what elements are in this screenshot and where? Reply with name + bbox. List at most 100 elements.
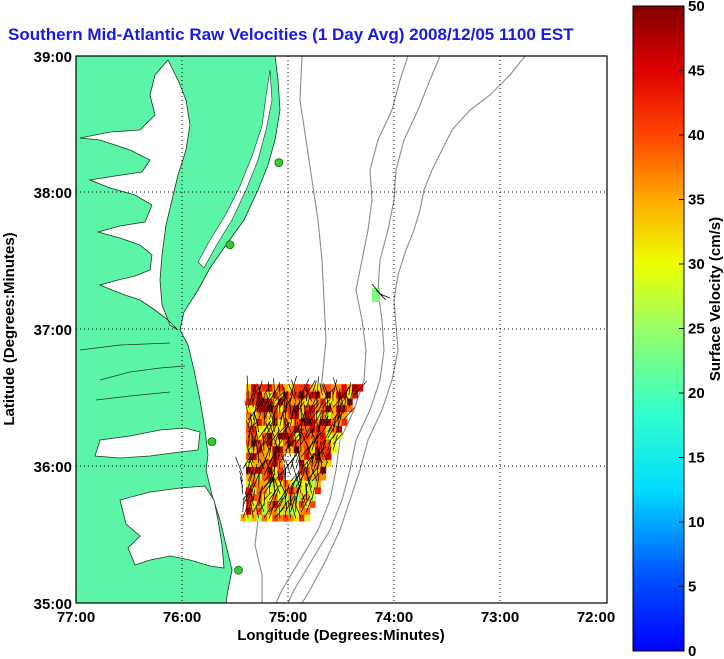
velocity-cell	[245, 466, 252, 474]
velocity-vector	[323, 383, 329, 396]
velocity-cell	[288, 425, 295, 433]
velocity-vector	[278, 401, 281, 414]
velocity-vector	[283, 414, 286, 426]
y-tick-label: 38:00	[34, 185, 72, 202]
velocity-vector	[258, 485, 263, 500]
velocity-cell	[272, 418, 279, 426]
velocity-cell	[293, 404, 300, 413]
barrier-lagoon	[197, 69, 273, 269]
velocity-vector	[253, 431, 258, 445]
velocity-cell	[320, 411, 327, 419]
radar-station-marker	[207, 437, 217, 447]
velocity-vector	[235, 456, 244, 476]
velocity-cell	[272, 473, 279, 481]
x-tick-label: 74:00	[375, 609, 413, 626]
velocity-vector	[306, 475, 313, 488]
velocity-vector	[316, 474, 320, 488]
velocity-vector	[316, 421, 321, 439]
velocity-cell	[245, 486, 252, 495]
velocity-vector	[332, 427, 339, 439]
velocity-vector	[268, 395, 276, 414]
velocity-cell	[277, 514, 284, 522]
velocity-vector	[332, 413, 343, 427]
velocity-vector	[255, 440, 260, 457]
velocity-vector	[284, 496, 295, 513]
velocity-cell	[261, 438, 268, 447]
velocity-cell	[283, 479, 289, 488]
velocity-cell	[261, 384, 268, 392]
velocity-cell	[251, 397, 258, 406]
velocity-vector	[296, 421, 302, 439]
velocity-cell	[256, 479, 263, 488]
velocity-vector	[295, 471, 302, 482]
velocity-vector	[290, 390, 294, 402]
velocity-cell	[245, 397, 252, 406]
velocity-vector	[285, 429, 291, 445]
velocity-cell	[304, 514, 311, 522]
velocity-vector	[301, 493, 307, 507]
velocity-vector	[353, 381, 367, 396]
velocity-vector	[247, 424, 252, 439]
velocity-cell	[299, 479, 305, 488]
velocity-vector	[285, 418, 291, 433]
velocity-vector	[284, 398, 286, 414]
velocity-vector	[306, 380, 316, 396]
velocity-cell	[299, 432, 305, 440]
velocity-cell	[309, 411, 316, 419]
velocity-cell	[304, 425, 311, 433]
velocity-cell	[261, 452, 268, 461]
velocity-cell	[256, 500, 263, 508]
velocity-cell	[309, 418, 316, 426]
velocity-cell	[261, 404, 268, 413]
velocity-cell	[272, 500, 279, 508]
velocity-cell	[293, 425, 300, 433]
radar-station-marker	[293, 47, 301, 55]
velocity-cell	[272, 404, 279, 413]
velocity-vector	[300, 390, 302, 402]
velocity-cell	[314, 404, 321, 413]
velocity-cell	[261, 514, 268, 522]
velocity-cell	[245, 418, 252, 426]
velocity-vector	[327, 401, 332, 414]
velocity-vector	[290, 472, 301, 488]
velocity-vector	[343, 407, 355, 420]
velocity-vector	[268, 442, 272, 457]
velocity-cell	[309, 384, 316, 392]
velocity-cell	[288, 384, 295, 392]
velocity-cell	[330, 445, 337, 454]
pamlico-sound	[119, 485, 225, 569]
x-axis-ticks: 77:00 76:00 75:00 74:00 73:00 72:00	[57, 609, 615, 626]
velocity-cell	[325, 384, 332, 392]
velocity-vector	[258, 380, 263, 396]
velocity-cell	[251, 500, 258, 508]
velocity-cell	[251, 384, 258, 392]
velocity-cell	[277, 411, 284, 419]
velocity-vector	[337, 394, 341, 408]
velocity-cell	[314, 391, 321, 399]
velocity-cell	[299, 425, 305, 433]
velocity-cell	[288, 438, 295, 447]
velocity-vector	[284, 401, 288, 420]
velocity-cell	[346, 391, 353, 399]
velocity-vector	[268, 462, 273, 476]
velocity-cell	[267, 473, 274, 481]
velocity-cell	[261, 507, 268, 515]
velocity-vector	[255, 426, 260, 445]
velocity-vector	[317, 453, 323, 463]
velocity-cell	[293, 384, 300, 392]
velocity-vector	[271, 415, 275, 433]
velocity-vector	[332, 379, 338, 396]
velocity-vector	[332, 434, 338, 451]
velocity-vector	[248, 457, 254, 470]
velocity-cell	[336, 404, 343, 413]
velocity-cell	[256, 425, 263, 433]
velocity-cell	[245, 473, 252, 481]
velocity-cell	[314, 473, 321, 481]
gridlines	[76, 56, 607, 603]
velocity-vector	[247, 389, 255, 408]
velocity-vector	[239, 476, 244, 488]
velocity-cell	[277, 397, 284, 406]
velocity-vector	[251, 394, 254, 408]
velocity-cell	[256, 514, 263, 522]
velocity-vector	[277, 446, 286, 463]
